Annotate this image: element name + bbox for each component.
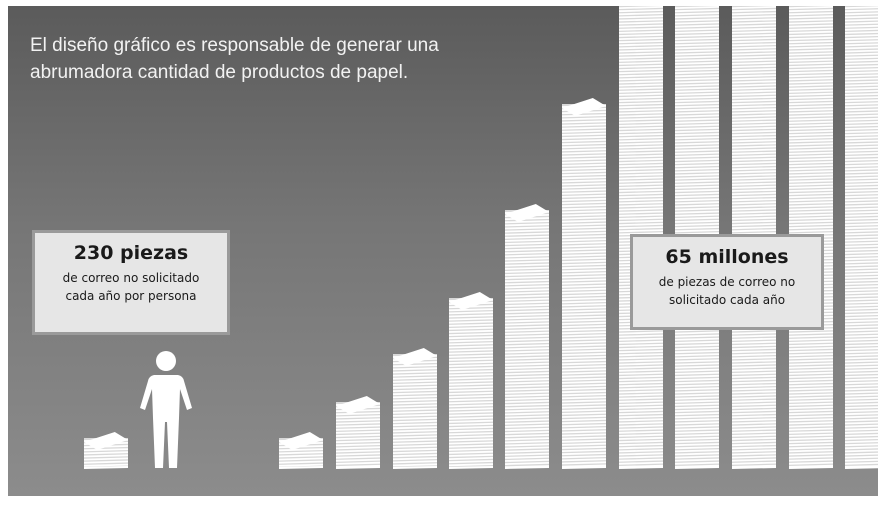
callout-per-person-caption: de correo no solicitado cada año por per… xyxy=(35,269,227,305)
callout-per-person: 230 piezas de correo no solicitado cada … xyxy=(32,230,230,335)
paper-stack-step-4 xyxy=(448,292,494,469)
callout-total-caption-line-1: de piezas de correo no xyxy=(658,275,796,289)
callout-per-person-caption-line-2: cada año por persona xyxy=(65,289,197,303)
paper-stack-step-1 xyxy=(278,432,324,469)
headline-line-2: abrumadora cantidad de productos de pape… xyxy=(30,62,409,83)
person-silhouette-icon xyxy=(140,351,192,468)
paper-stack-step-2 xyxy=(335,396,381,469)
paper-stack-step-6 xyxy=(561,98,607,469)
paper-stack-step-3 xyxy=(392,348,438,469)
headline: El diseño gráfico es responsable de gene… xyxy=(30,32,490,86)
callout-total-caption: de piezas de correo no solicitado cada a… xyxy=(633,273,821,309)
callout-per-person-caption-line-1: de correo no solicitado xyxy=(62,271,200,285)
infographic-scene: El diseño gráfico es responsable de gene… xyxy=(8,6,878,496)
paper-stack-column-5 xyxy=(844,6,878,469)
paper-stacks-graphic xyxy=(83,6,878,469)
paper-stack-step-5 xyxy=(504,204,550,469)
paper-stack-icon xyxy=(83,432,129,469)
callout-per-person-value: 230 piezas xyxy=(73,242,189,264)
callout-total-value: 65 millones xyxy=(665,246,789,268)
callout-total: 65 millones de piezas de correo no solic… xyxy=(630,234,824,330)
headline-line-1: El diseño gráfico es responsable de gene… xyxy=(30,35,439,56)
callout-total-caption-line-2: solicitado cada año xyxy=(668,293,786,307)
